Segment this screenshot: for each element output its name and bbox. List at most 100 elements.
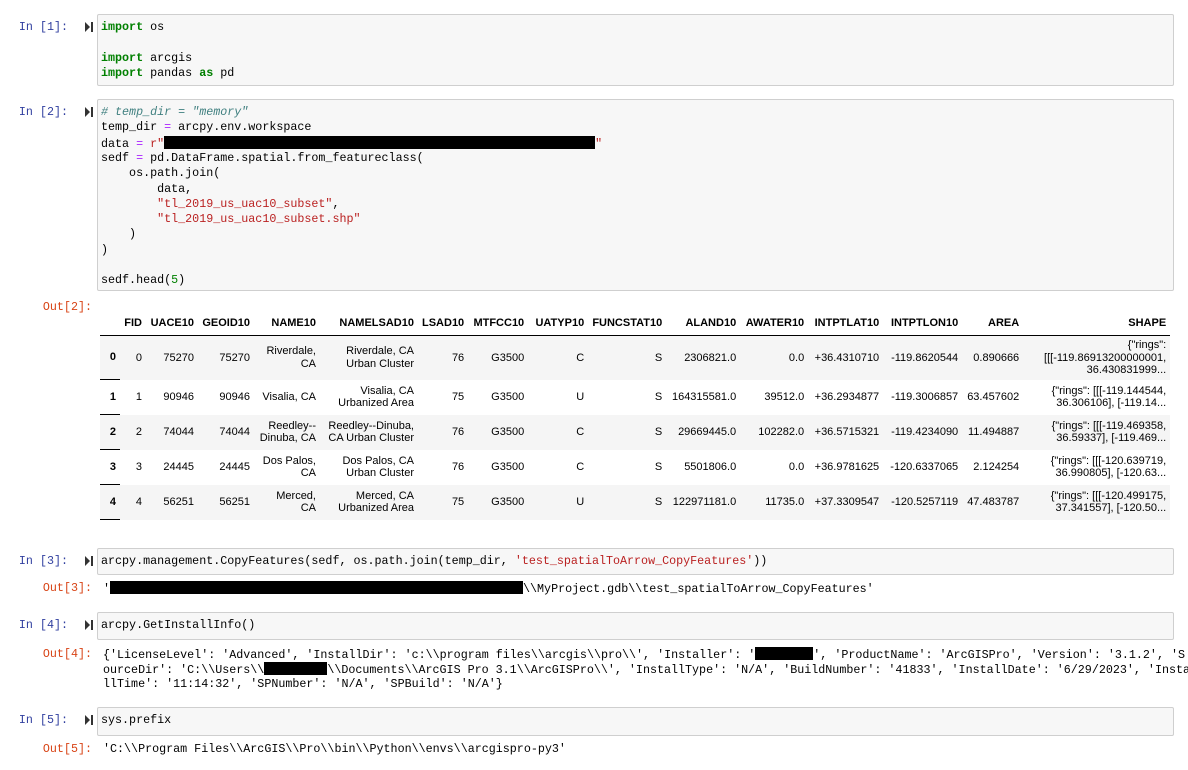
code-cell-input[interactable]	[97, 548, 1174, 575]
column-header: FUNCSTAT10	[588, 312, 667, 336]
table-cell: G3500	[491, 460, 525, 473]
redaction	[164, 135, 596, 149]
column-header: INTPTLAT10	[808, 312, 884, 336]
code-line: "tl_2019_us_uac10_subset.shp"	[101, 212, 360, 227]
column-header: AWATER10	[740, 312, 809, 336]
code-token: 5	[171, 273, 179, 288]
code-line: sedf.head(5)	[101, 273, 185, 288]
run-button[interactable]	[84, 619, 94, 631]
column-header: AREA	[962, 312, 1024, 336]
table-cell: 29669445.0	[666, 414, 741, 450]
column-header: UATYP10	[528, 312, 589, 336]
code-text: os	[143, 20, 165, 34]
table-cell: G3500	[491, 390, 525, 403]
table-cell: U	[528, 484, 589, 520]
table-cell: 5501806.0	[684, 460, 737, 473]
code-token: =	[136, 136, 144, 151]
code-cell-input[interactable]	[97, 612, 1174, 640]
code-line: data = r" "	[101, 135, 602, 151]
code-line: arcpy.GetInstallInfo()	[101, 618, 255, 633]
table-cell: {"rings": [[[-119.144544, 36.306106], [-…	[1051, 384, 1167, 410]
code-text: \\MyProject.gdb\\test_spatialToArrow_Cop…	[523, 582, 874, 596]
code-text	[101, 197, 157, 211]
table-cell: 76	[418, 335, 469, 380]
table-cell: 102282.0	[740, 414, 809, 450]
table-cell: -120.5257119	[883, 484, 963, 520]
code-text: ,	[332, 196, 340, 211]
table-cell: +36.4310710	[808, 335, 884, 380]
table-head: FID UACE10 GEOID10 NAME10 NAMELSAD10 LSAD10 MT…	[100, 312, 1171, 336]
code-line: # temp_dir = "memory"	[101, 105, 248, 120]
code-text: arcpy.management.CopyFeatures(sedf, os.p…	[101, 554, 515, 568]
code-cell-input[interactable]	[97, 99, 1174, 291]
column-header: LSAD10	[418, 312, 469, 336]
table-cell: {"rings": [[[-119.86913200000001, 36.430…	[1023, 335, 1171, 380]
input-prompt: In [5]:	[18, 713, 68, 727]
table-cell: -119.8620544	[883, 335, 963, 380]
column-header: GEOID10	[198, 312, 254, 336]
output-prompt: Out[2]:	[42, 300, 92, 314]
table-cell: 90946	[163, 390, 194, 403]
code-text: sedf	[101, 150, 137, 165]
table-cell: 4	[120, 484, 146, 520]
table-cell: 24445	[163, 460, 194, 473]
output-prompt: Out[5]:	[42, 742, 92, 756]
table-cell: -119.3006857	[891, 390, 959, 403]
table-cell: S	[588, 414, 667, 450]
code-text: '	[103, 582, 111, 596]
header-row: FID UACE10 GEOID10 NAME10 NAMELSAD10 LSAD10 MT…	[100, 312, 1171, 336]
table-row: 1 1 90946 90946 Visalia, CA Visalia, CA Urban…	[100, 379, 1170, 415]
code-line: import pandas as pd	[101, 66, 234, 81]
row-index: 0	[100, 335, 120, 380]
code-text: llTime': '11:14:32', 'SPNumber': 'N/A', …	[103, 677, 503, 691]
code-text: {'LicenseLevel': 'Advanced', 'InstallDir…	[103, 648, 756, 662]
table-cell: 76	[418, 414, 469, 450]
code-text: \\Documents\\ArcGIS Pro 3.1\\ArcGISPro\\…	[327, 663, 1188, 677]
code-text: pd	[213, 65, 235, 80]
code-text: arcpy.env.workspace	[171, 120, 312, 135]
table-cell: +37.3309547	[808, 484, 884, 520]
table-cell: 63.457602	[967, 390, 1020, 403]
table-cell: G3500	[468, 414, 529, 450]
table-cell: +36.9781625	[814, 460, 880, 473]
table-cell: Riverdale, CA	[254, 335, 320, 380]
code-text: sys.prefix	[101, 713, 172, 727]
table-cell: Riverdale, CA Urban Cluster	[320, 335, 418, 380]
table-cell: S	[588, 484, 667, 520]
table-cell: Dos Palos, CA Urban Cluster	[342, 454, 414, 480]
code-token: =	[164, 120, 172, 135]
code-line: arcpy.management.CopyFeatures(sedf, os.p…	[101, 554, 767, 569]
table-cell: U	[576, 390, 585, 403]
code-text: )	[101, 227, 137, 242]
code-text: )	[101, 242, 109, 257]
code-line: import arcgis	[101, 51, 192, 66]
column-header: MTFCC10	[468, 312, 529, 336]
column-header: ALAND10	[666, 312, 741, 336]
code-token: =	[136, 150, 144, 165]
code-cell-input[interactable]	[97, 707, 1174, 736]
code-line: temp_dir = arcpy.env.workspace	[101, 120, 311, 135]
table-row: 4 4 56251 56251 Merced, CA Merced, CA Urbaniz…	[100, 484, 1171, 520]
code-text: ourceDir': 'C:\\Users\\	[103, 663, 265, 677]
table-cell: C	[528, 335, 589, 380]
code-cell-input[interactable]	[97, 14, 1174, 86]
code-text: )	[178, 273, 186, 288]
code-text: data,	[101, 181, 193, 196]
run-button[interactable]	[84, 714, 94, 726]
table-cell: Merced, CA Urbanized Area	[320, 484, 418, 520]
table-cell: 3	[135, 460, 142, 473]
input-prompt: In [4]:	[18, 618, 68, 632]
code-line: )	[101, 227, 136, 242]
table-cell: 75	[451, 390, 465, 403]
row-index: 4	[100, 484, 120, 520]
table-cell: 2306821.0	[666, 335, 741, 380]
run-button[interactable]	[84, 555, 94, 567]
table-cell: 164315581.0	[671, 390, 737, 403]
redaction	[264, 662, 328, 675]
table-cell: Reedley--Dinuba, CA Urban Cluster	[320, 414, 418, 450]
code-line: os.path.join(	[101, 166, 220, 181]
output-line: 'C:\\Program Files\\ArcGIS\\Pro\\bin\\Py…	[103, 742, 566, 757]
code-text: os.path.join(	[101, 166, 221, 181]
run-button[interactable]	[84, 21, 94, 33]
run-button[interactable]	[84, 106, 94, 118]
